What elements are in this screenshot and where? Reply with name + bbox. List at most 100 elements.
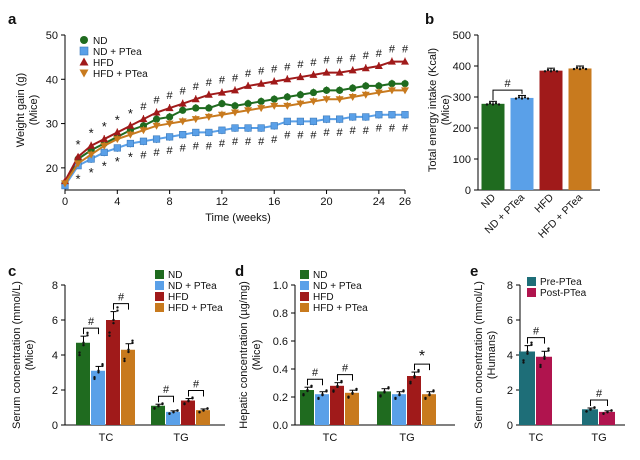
a-point xyxy=(244,124,252,132)
d-dot xyxy=(325,389,328,392)
e-sig-mark: # xyxy=(596,388,603,400)
a-point xyxy=(191,95,200,103)
d-dot xyxy=(428,393,431,396)
a-sig-mark-lower: # xyxy=(167,145,174,157)
d-dot xyxy=(387,386,390,389)
c-legend-label: ND + PTea xyxy=(168,281,217,292)
a-sig-mark-lower: * xyxy=(89,165,94,180)
panel-b-ylabel-2: (Mice) xyxy=(440,95,452,126)
a-point xyxy=(336,86,344,94)
c-bar xyxy=(76,342,90,425)
a-x-tick-label: 26 xyxy=(399,196,411,208)
c-legend-swatch xyxy=(155,292,164,301)
a-sig-mark-upper: # xyxy=(153,95,160,107)
a-point xyxy=(401,111,409,119)
a-point xyxy=(166,133,174,141)
b-dot xyxy=(546,68,550,72)
a-sig-mark-lower: # xyxy=(284,129,291,141)
b-y-tick-label: 500 xyxy=(453,30,471,42)
e-bracket xyxy=(590,399,608,406)
c-y-tick-label: 0 xyxy=(52,420,58,432)
panel-d-ylabel-2: (Mice) xyxy=(251,340,263,371)
a-legend-label: HFD + PTea xyxy=(93,69,148,80)
a-point xyxy=(87,141,96,149)
c-dot xyxy=(127,348,130,351)
b-dot xyxy=(517,96,521,99)
a-sig-mark-upper: * xyxy=(102,119,107,134)
b-bar xyxy=(539,70,563,190)
panel-e-ylabel: Serum concentration (mmol/L) xyxy=(473,281,485,429)
a-point xyxy=(388,111,396,119)
c-dot xyxy=(187,399,190,402)
b-bar xyxy=(481,103,505,190)
d-bar xyxy=(377,391,391,425)
c-legend-label: HFD + PTea xyxy=(168,303,223,314)
a-x-tick-label: 12 xyxy=(216,196,228,208)
a-point xyxy=(322,86,331,94)
c-dot xyxy=(176,409,179,412)
d-dot xyxy=(355,387,358,391)
a-sig-mark-upper: * xyxy=(76,137,81,152)
b-dot xyxy=(485,103,489,106)
c-dot xyxy=(161,402,164,405)
a-point xyxy=(218,126,226,134)
a-point xyxy=(309,117,318,125)
a-point xyxy=(296,73,305,81)
panel-a-ylabel: Weight gain (g) xyxy=(15,73,27,147)
b-dot xyxy=(581,66,585,70)
d-dot xyxy=(336,384,339,387)
c-dot xyxy=(116,306,119,309)
d-dot xyxy=(306,388,309,392)
c-bar xyxy=(121,349,135,425)
a-sig-mark-lower: # xyxy=(323,127,330,139)
panel-c-letter: c xyxy=(8,263,16,280)
d-y-tick-label: 0.6 xyxy=(273,336,288,348)
e-y-tick-label: 8 xyxy=(507,280,513,292)
a-sig-mark-upper: # xyxy=(258,66,265,78)
c-bracket xyxy=(113,303,129,310)
a-sig-mark-lower: * xyxy=(115,154,120,169)
c-x-tick-label: TG xyxy=(173,432,188,444)
d-bar xyxy=(300,390,314,425)
panel-c: c Serum concentration (mmol/L) (Mice) 0 2… xyxy=(8,263,225,444)
d-dot xyxy=(409,380,412,384)
d-bracket xyxy=(337,374,353,381)
c-bracket xyxy=(83,327,99,335)
e-dot xyxy=(539,365,542,369)
c-dot xyxy=(183,402,186,405)
e-dot xyxy=(543,355,546,358)
d-dot xyxy=(402,389,405,392)
panel-c-ylabel: Serum concentration (mmol/L) xyxy=(11,281,23,429)
a-point xyxy=(401,80,409,88)
a-point xyxy=(205,128,213,137)
a-point xyxy=(349,113,357,121)
panel-d-ylabel: Hepatic concentration (µg/mg) xyxy=(238,281,250,429)
d-dot xyxy=(302,393,305,396)
a-point xyxy=(139,137,148,145)
d-dot xyxy=(424,396,427,400)
a-point xyxy=(166,113,174,121)
a-sig-mark-upper: # xyxy=(167,90,174,102)
b-dot xyxy=(555,70,559,73)
e-dot xyxy=(539,363,542,367)
e-y-tick-label: 2 xyxy=(507,385,513,397)
e-y-tick-label: 6 xyxy=(507,315,513,327)
b-dot xyxy=(578,67,582,71)
d-y-tick-label: 0.2 xyxy=(273,392,288,404)
a-sig-mark-upper: # xyxy=(297,59,304,71)
c-sig-mark: # xyxy=(88,316,95,328)
a-x-tick-label: 20 xyxy=(320,196,332,208)
b-dot xyxy=(552,68,556,72)
a-sig-mark-lower: # xyxy=(219,138,226,150)
a-sig-mark-lower: # xyxy=(337,127,344,139)
c-sig-mark: # xyxy=(118,292,125,304)
a-sig-mark-upper: # xyxy=(140,101,147,113)
a-point xyxy=(126,121,135,129)
a-sig-mark-lower: # xyxy=(153,147,160,159)
c-legend-swatch xyxy=(155,270,164,279)
a-sig-mark-lower: # xyxy=(140,149,147,161)
d-bracket xyxy=(414,363,430,371)
panel-a-letter: a xyxy=(8,11,17,28)
